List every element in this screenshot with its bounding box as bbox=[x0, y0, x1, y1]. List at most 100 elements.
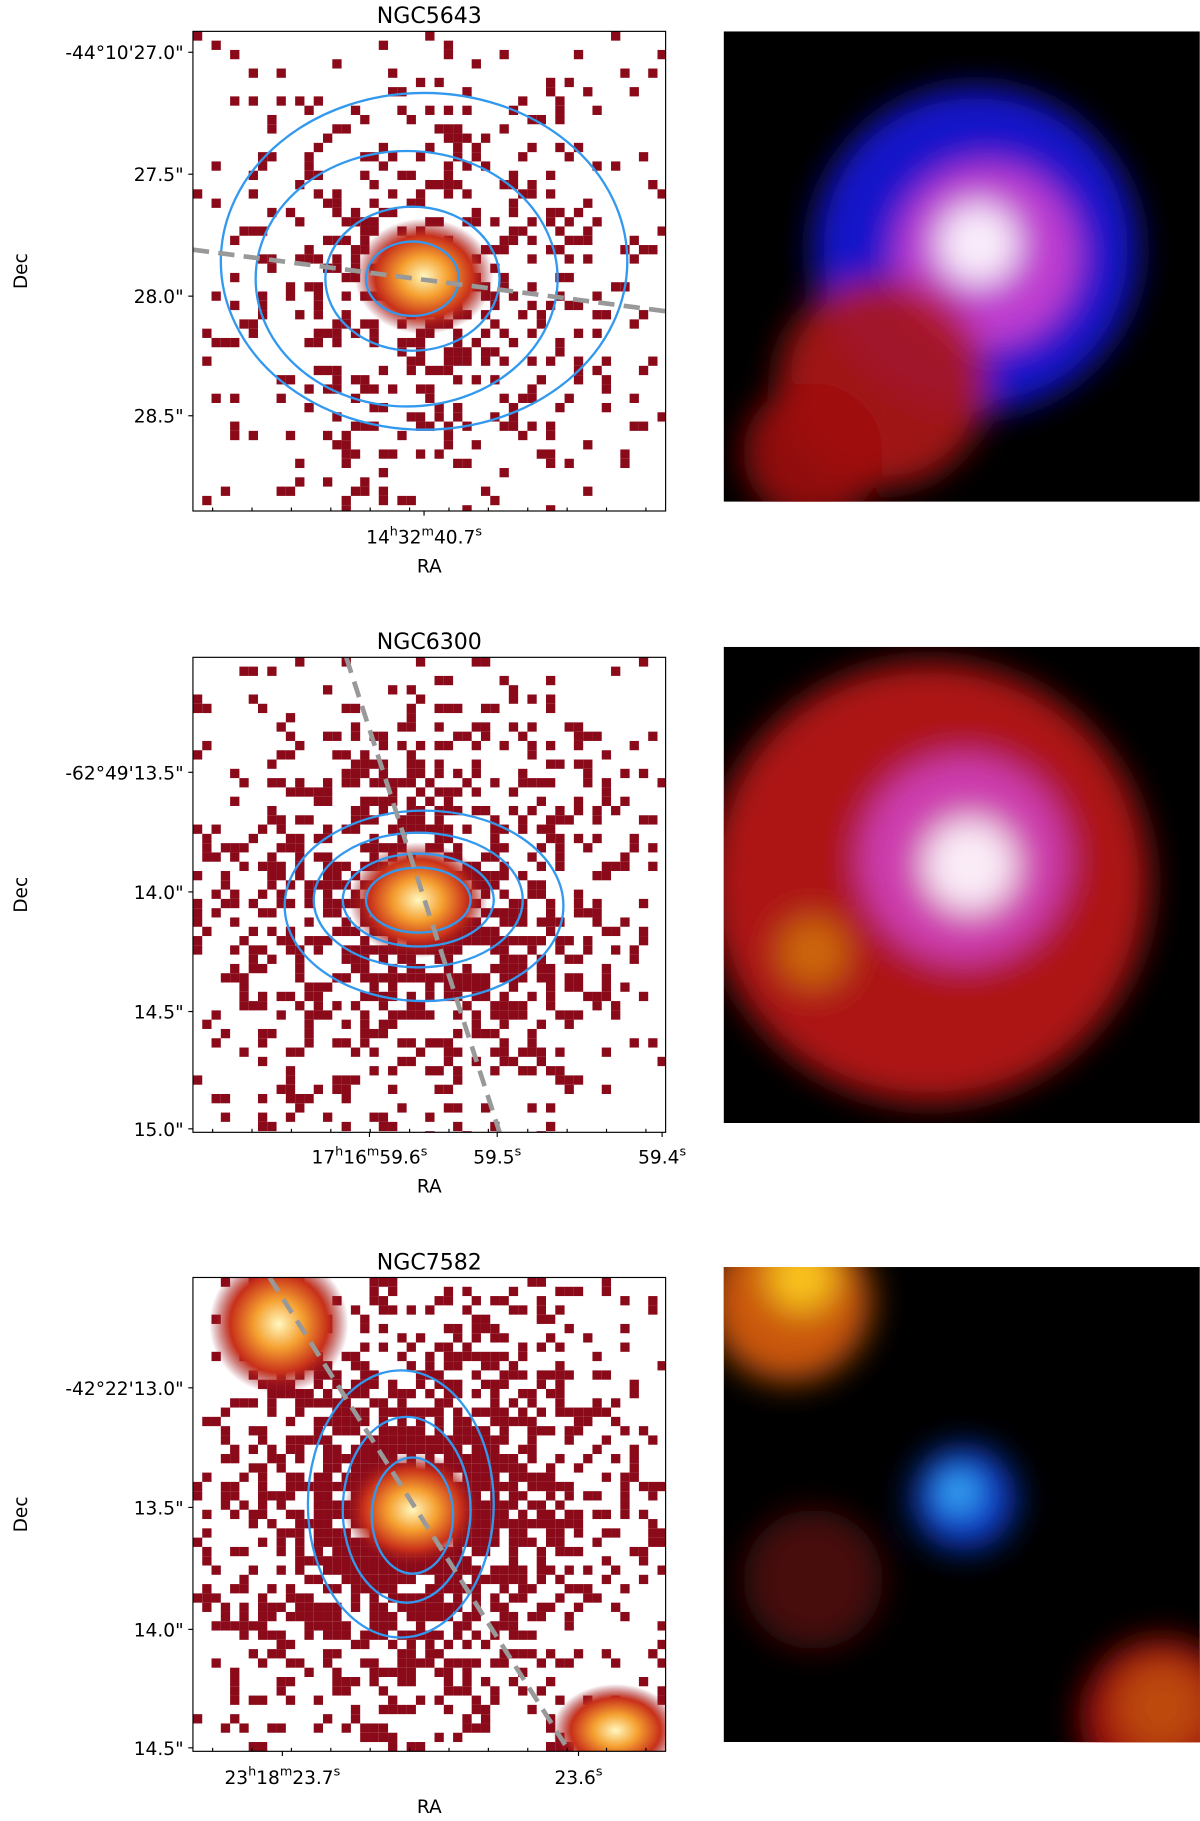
pixel bbox=[490, 1444, 500, 1455]
pixel bbox=[564, 1010, 574, 1020]
pixel bbox=[499, 235, 509, 246]
pixel bbox=[480, 871, 491, 881]
pixel bbox=[323, 778, 333, 788]
pixel bbox=[267, 1630, 277, 1640]
pixel bbox=[490, 1481, 500, 1492]
pixel bbox=[257, 1121, 268, 1132]
pixel bbox=[332, 1370, 342, 1380]
pixel bbox=[388, 1010, 398, 1020]
pixel bbox=[499, 1296, 509, 1306]
pixel bbox=[620, 1611, 630, 1622]
pixel bbox=[545, 1388, 556, 1399]
pixel bbox=[350, 1426, 361, 1436]
pixel bbox=[499, 1435, 509, 1445]
pixel bbox=[248, 1444, 258, 1455]
pixel bbox=[536, 1574, 546, 1585]
pixel bbox=[295, 1472, 305, 1482]
pixel bbox=[490, 936, 500, 946]
pixel bbox=[443, 1584, 454, 1594]
pixel bbox=[583, 1593, 593, 1603]
pixel bbox=[480, 1426, 491, 1436]
pixel bbox=[434, 412, 444, 422]
pixel bbox=[388, 1019, 398, 1029]
pixel bbox=[490, 703, 500, 714]
pixel bbox=[545, 356, 556, 366]
pixel bbox=[425, 1593, 435, 1603]
pixel bbox=[592, 805, 602, 816]
pixel bbox=[388, 1426, 398, 1436]
pixel bbox=[592, 1351, 602, 1362]
pixel bbox=[415, 1602, 426, 1612]
pixel bbox=[490, 1333, 500, 1343]
pixel bbox=[192, 936, 203, 946]
pixel bbox=[490, 263, 500, 273]
pixel bbox=[453, 1584, 463, 1594]
pixel bbox=[434, 824, 444, 834]
pixel bbox=[415, 1658, 426, 1668]
pixel bbox=[378, 1686, 389, 1696]
pixel bbox=[583, 1407, 593, 1417]
pixel bbox=[406, 1056, 416, 1067]
pixel bbox=[480, 1351, 491, 1362]
pixel bbox=[192, 824, 203, 834]
pixel bbox=[304, 1398, 314, 1408]
pixel bbox=[564, 300, 574, 311]
pixel bbox=[350, 1463, 361, 1473]
pixel bbox=[471, 861, 481, 872]
pixel bbox=[573, 328, 584, 338]
pixel bbox=[332, 412, 342, 422]
pixel bbox=[555, 1066, 565, 1076]
pixel bbox=[443, 824, 454, 834]
pixel bbox=[536, 861, 546, 872]
pixel bbox=[378, 796, 389, 806]
pixel bbox=[341, 861, 351, 872]
pixel bbox=[657, 1565, 666, 1575]
pixel bbox=[545, 824, 556, 834]
pixel bbox=[285, 1509, 296, 1520]
pixel bbox=[257, 1630, 268, 1640]
pixel bbox=[220, 337, 231, 348]
pixel bbox=[406, 170, 416, 181]
pixel bbox=[369, 991, 379, 1002]
pixel bbox=[573, 142, 584, 153]
rgb-blob bbox=[778, 917, 848, 988]
pixel bbox=[202, 740, 212, 751]
pixel bbox=[220, 843, 231, 853]
pixel bbox=[378, 486, 389, 496]
pixel bbox=[453, 458, 463, 469]
pixel bbox=[341, 235, 351, 246]
pixel bbox=[388, 1565, 398, 1575]
pixel bbox=[434, 1593, 444, 1603]
pixel bbox=[313, 96, 324, 106]
pixel bbox=[257, 1093, 268, 1104]
pixel bbox=[620, 1481, 630, 1492]
pixel bbox=[323, 880, 333, 890]
pixel bbox=[638, 1556, 649, 1566]
pixel bbox=[471, 1444, 481, 1455]
pixel bbox=[425, 31, 435, 41]
pixel bbox=[573, 1286, 584, 1297]
pixel bbox=[518, 824, 528, 834]
pixel bbox=[453, 1426, 463, 1436]
pixel bbox=[601, 982, 612, 992]
pixel bbox=[508, 787, 519, 797]
pixel bbox=[313, 982, 324, 992]
pixel bbox=[592, 328, 602, 338]
pixel bbox=[536, 449, 546, 459]
pixel bbox=[323, 1556, 333, 1566]
pixel bbox=[397, 1435, 407, 1445]
pixel bbox=[508, 1481, 519, 1492]
pixel bbox=[341, 1084, 351, 1094]
pixel bbox=[555, 1388, 565, 1399]
pixel bbox=[499, 1481, 509, 1492]
pixel bbox=[295, 1047, 305, 1057]
pixel bbox=[369, 778, 379, 788]
pixel bbox=[490, 1047, 500, 1057]
pixel bbox=[369, 973, 379, 983]
pixel bbox=[397, 1010, 407, 1020]
pixel bbox=[360, 1370, 370, 1380]
pixel bbox=[397, 337, 407, 348]
pixel bbox=[564, 1370, 574, 1380]
pixel bbox=[267, 1398, 277, 1408]
pixel bbox=[257, 1491, 268, 1501]
